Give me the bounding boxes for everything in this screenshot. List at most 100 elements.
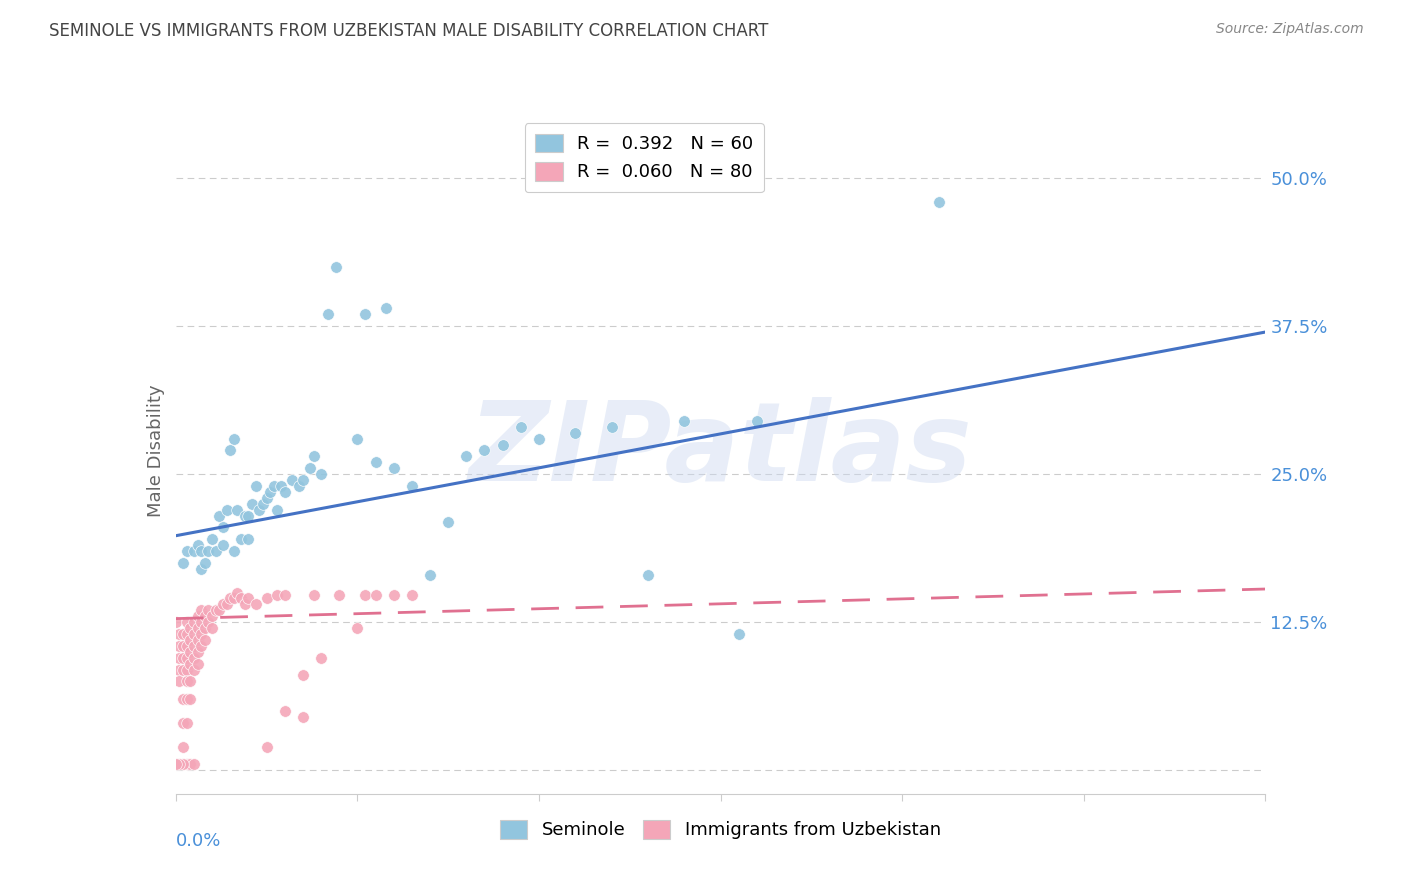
Point [274,704,297,718]
Point [291,710,314,724]
Point [215,502,238,516]
Point [456,450,478,464]
Point [176,615,198,630]
Point [419,567,441,582]
Point [215,598,238,612]
Point [179,674,201,689]
Point [204,603,226,617]
Point [176,757,198,772]
Point [190,544,212,558]
Point [328,588,350,602]
Point [256,739,278,754]
Text: SEMINOLE VS IMMIGRANTS FROM UZBEKISTAN MALE DISABILITY CORRELATION CHART: SEMINOLE VS IMMIGRANTS FROM UZBEKISTAN M… [49,22,769,40]
Point [190,603,212,617]
Point [172,757,194,772]
Point [186,609,209,624]
Text: 0.0%: 0.0% [176,831,221,850]
Point [169,663,191,677]
Point [222,591,245,606]
Point [183,650,205,665]
Point [364,588,387,602]
Point [172,739,194,754]
Point [325,260,347,274]
Point [194,632,217,647]
Point [183,639,205,653]
Point [288,479,311,493]
Point [183,615,205,630]
Point [509,419,531,434]
Point [186,645,209,659]
Point [176,663,198,677]
Point [252,497,274,511]
Point [222,544,245,558]
Point [299,461,322,475]
Point [208,508,231,523]
Point [165,615,187,630]
Point [437,515,460,529]
Point [353,307,375,321]
Point [346,432,368,446]
Point [186,538,209,552]
Point [291,473,314,487]
Point [270,479,292,493]
Point [204,544,226,558]
Point [172,692,194,706]
Point [172,663,194,677]
Point [401,479,423,493]
Point [183,757,205,772]
Point [183,544,205,558]
Point [745,414,768,428]
Point [212,520,235,534]
Point [172,715,194,730]
Point [183,627,205,641]
Point [256,491,278,505]
Point [201,533,224,547]
Point [219,591,242,606]
Point [208,603,231,617]
Point [318,307,340,321]
Point [186,632,209,647]
Point [274,588,297,602]
Point [637,567,659,582]
Point [302,450,325,464]
Point [492,437,515,451]
Point [245,598,267,612]
Point [190,562,212,576]
Point [673,414,696,428]
Point [169,757,191,772]
Point [233,508,256,523]
Point [197,615,219,630]
Point [197,544,219,558]
Point [219,443,242,458]
Point [176,639,198,653]
Point [212,598,235,612]
Point [231,591,253,606]
Point [190,627,212,641]
Text: Source: ZipAtlas.com: Source: ZipAtlas.com [1216,22,1364,37]
Point [238,533,260,547]
Point [194,609,217,624]
Point [346,621,368,635]
Point [302,588,325,602]
Point [172,639,194,653]
Point [274,484,297,499]
Point [176,674,198,689]
Point [165,757,187,772]
Point [600,419,623,434]
Point [233,598,256,612]
Point [928,194,950,209]
Point [179,645,201,659]
Point [309,467,332,482]
Point [263,479,285,493]
Point [186,657,209,671]
Point [201,621,224,635]
Point [179,657,201,671]
Point [266,588,288,602]
Point [176,627,198,641]
Point [245,479,267,493]
Point [194,621,217,635]
Point [281,473,304,487]
Point [564,425,586,440]
Point [179,632,201,647]
Point [179,621,201,635]
